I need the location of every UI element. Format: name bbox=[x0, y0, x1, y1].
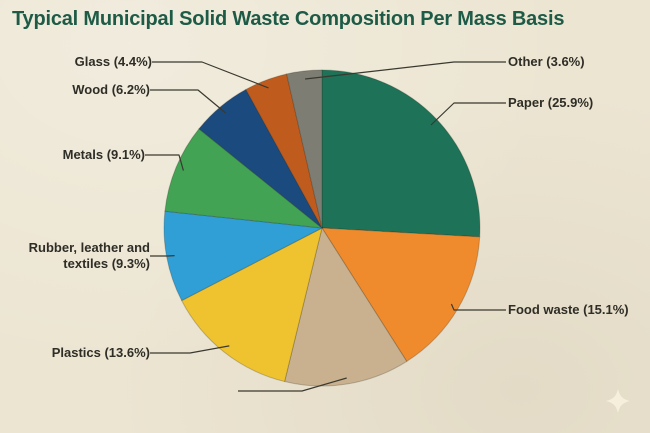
pie-slice-plastics bbox=[181, 227, 323, 383]
label-glass: Glass (4.4%) bbox=[74, 54, 152, 69]
label-other: Other (3.6%) bbox=[508, 54, 585, 69]
leader-line-metals bbox=[145, 154, 184, 171]
label-wood: Wood (6.2%) bbox=[72, 82, 150, 97]
pie-slice-other bbox=[286, 69, 323, 229]
pie-slice-paper bbox=[321, 69, 481, 238]
pie-slice-glass bbox=[245, 73, 323, 229]
label-plastics: Plastics (13.6%) bbox=[51, 345, 150, 360]
pie-slice-food-waste bbox=[321, 227, 481, 363]
pie-slice-rubber-leather-and-textiles bbox=[163, 210, 324, 302]
pie-slice-unlabeled bbox=[283, 226, 408, 387]
label-food-waste: Food waste (15.1%) bbox=[508, 302, 629, 317]
pie-slice-metals bbox=[164, 128, 324, 229]
label-paper: Paper (25.9%) bbox=[508, 95, 594, 110]
chart-title: Typical Municipal Solid Waste Compositio… bbox=[12, 8, 565, 30]
leader-line-paper bbox=[430, 102, 506, 126]
sparkle-logo-icon bbox=[606, 389, 630, 413]
leader-line-glass bbox=[152, 61, 269, 89]
leader-line-plastics bbox=[150, 345, 230, 354]
leader-line-other bbox=[305, 61, 506, 80]
pie-slice-wood bbox=[198, 88, 323, 229]
leader-line-food-waste bbox=[450, 303, 506, 311]
label-rubber-leather-textiles: Rubber, leather and textiles (9.3%) bbox=[28, 240, 150, 271]
leader-line-wood bbox=[150, 89, 227, 114]
leader-line-unlabeled-slice bbox=[238, 377, 347, 392]
label-metals: Metals (9.1%) bbox=[62, 147, 145, 162]
